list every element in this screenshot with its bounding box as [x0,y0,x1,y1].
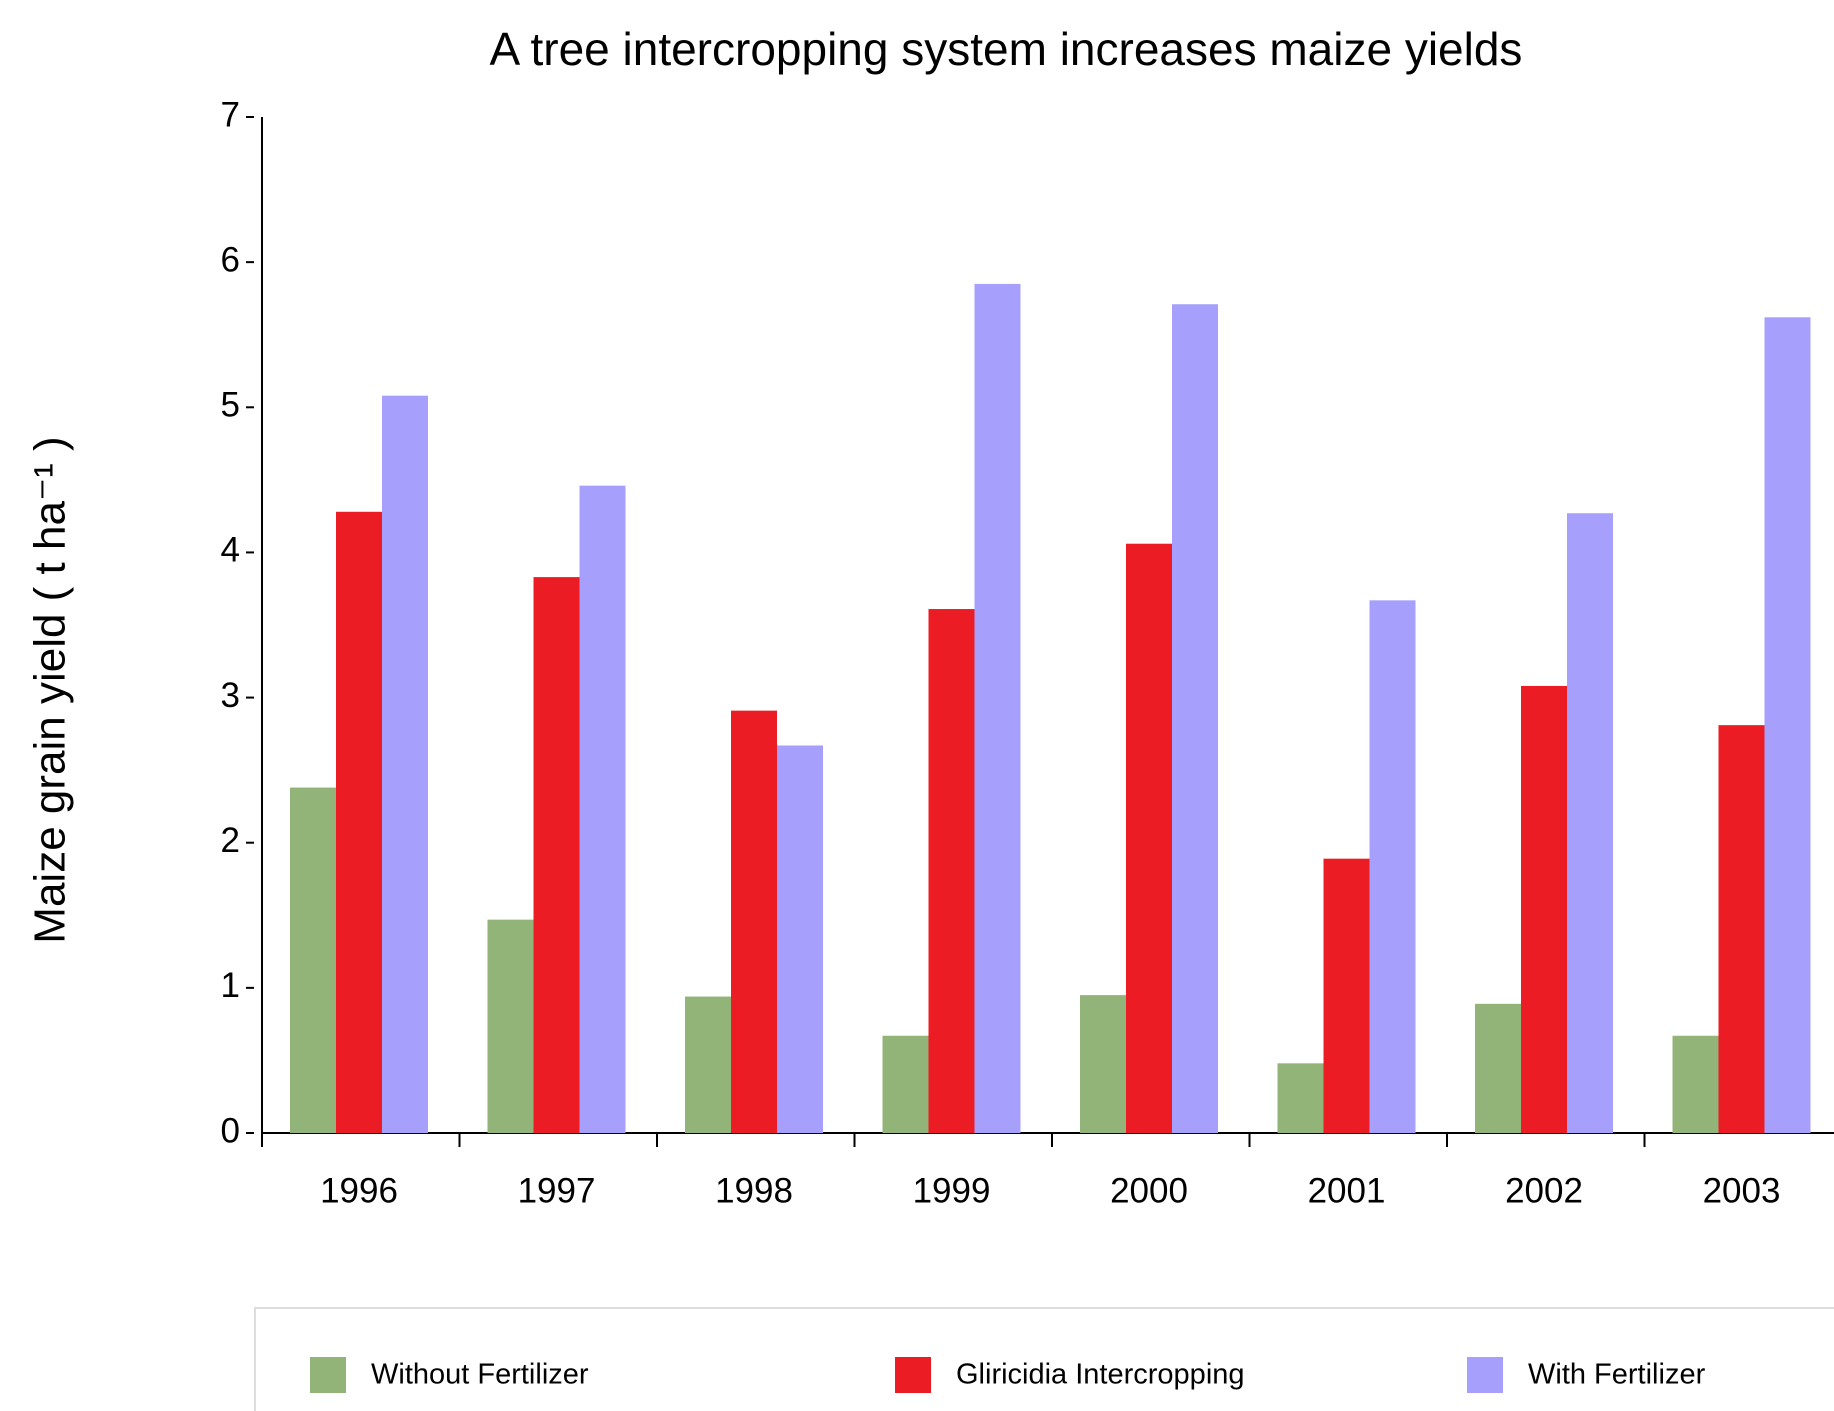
bar [1764,317,1811,1134]
bar [1567,513,1613,1133]
y-tick-label: 2 [221,821,240,860]
bar [1080,995,1126,1133]
x-tick-label: 2002 [1505,1171,1583,1210]
bar [928,609,975,1133]
y-tick-label: 4 [221,531,240,570]
y-tick-label: 0 [221,1111,240,1150]
x-tick-label: 1996 [320,1171,398,1210]
bar [882,1035,929,1133]
y-tick-label: 5 [221,386,240,425]
bar [336,511,382,1133]
bar [290,787,336,1133]
legend-swatch [895,1357,931,1393]
x-tick-label: 2000 [1110,1171,1188,1210]
bar [1475,1003,1521,1133]
bar [685,996,731,1133]
y-tick-label: 1 [221,966,240,1005]
bar [533,577,580,1133]
legend-box [254,1307,1834,1411]
y-tick-label: 3 [221,676,240,715]
bar [1172,304,1218,1134]
bar [1277,1063,1324,1133]
legend-swatch [1467,1357,1503,1393]
y-tick-label: 6 [221,240,240,279]
y-tick-label: 7 [221,95,240,134]
bar [974,283,1021,1133]
x-tick-label: 1998 [715,1171,793,1210]
legend-swatch [310,1357,346,1393]
bar [1323,858,1370,1133]
bar [731,710,777,1133]
x-tick-label: 1997 [518,1171,596,1210]
bar [777,745,823,1133]
bar [579,485,626,1134]
bar [382,395,428,1133]
legend-label: Gliricidia Intercropping [956,1359,1245,1391]
bar [1126,543,1172,1133]
y-axis-label: Maize grain yield ( t ha⁻¹ ) [26,436,75,943]
chart-title: A tree intercropping system increases ma… [490,23,1523,75]
legend-label: With Fertilizer [1528,1359,1706,1391]
legend-label: Without Fertilizer [371,1359,589,1391]
bar [1718,725,1765,1133]
bar [1369,600,1416,1133]
bar [487,919,534,1133]
x-tick-label: 2003 [1703,1171,1781,1210]
bar [1672,1035,1719,1133]
x-tick-label: 1999 [913,1171,991,1210]
x-tick-label: 2001 [1308,1171,1386,1210]
bar [1521,685,1567,1133]
